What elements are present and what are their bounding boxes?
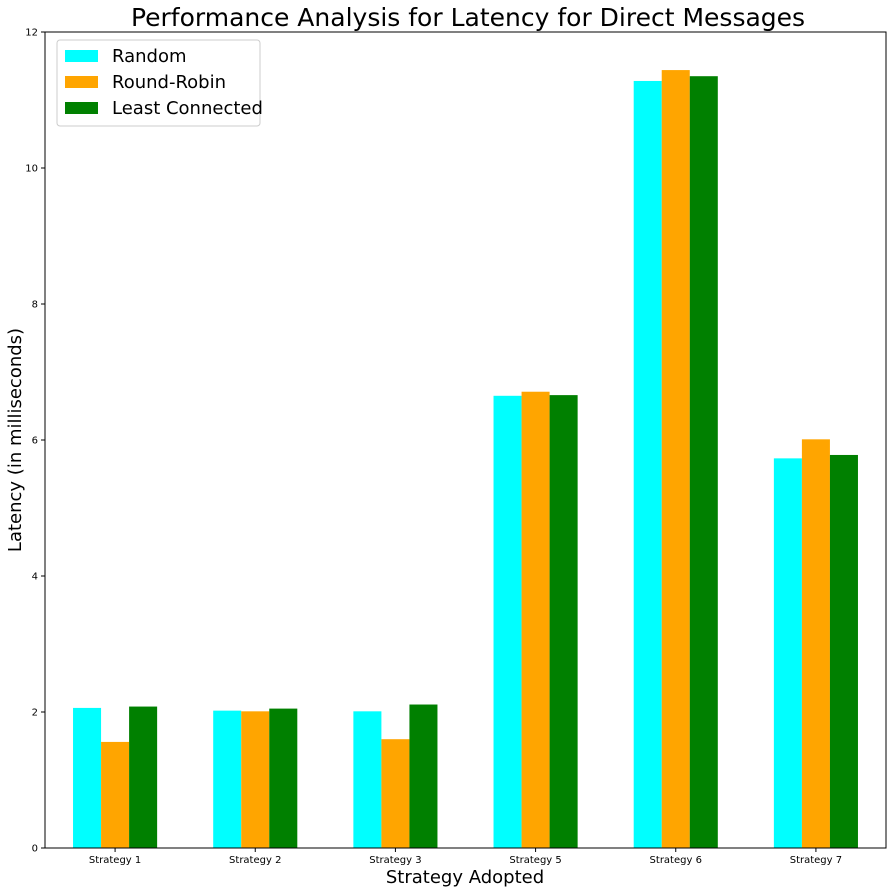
y-tick-label: 8 xyxy=(32,300,38,311)
legend: Random Round-Robin Least Connected xyxy=(56,39,263,127)
y-tick-label: 0 xyxy=(32,844,38,855)
bar-random-4 xyxy=(493,395,522,848)
bar-least-connected-5 xyxy=(689,76,718,848)
y-axis-title: Latency (in milliseconds) xyxy=(5,328,26,552)
y-tick-label: 12 xyxy=(25,28,38,39)
chart-title: Performance Analysis for Latency for Dir… xyxy=(131,3,805,32)
bar-round-robin-4 xyxy=(521,391,550,848)
bar-round-robin-1 xyxy=(101,741,130,848)
plot-area: 0 2 4 6 8 10 12 Strategy 1 Strategy 2 Strategy 3 S… xyxy=(25,28,887,866)
bar-round-robin-5 xyxy=(661,70,690,848)
y-tick-label: 6 xyxy=(32,436,38,447)
bar-round-robin-3 xyxy=(381,739,410,848)
bar-round-robin-2 xyxy=(241,711,270,848)
bar-random-3 xyxy=(353,711,382,848)
bar-least-connected-3 xyxy=(409,704,438,848)
bar-random-6 xyxy=(773,458,802,848)
x-axis-title: Strategy Adopted xyxy=(386,867,544,888)
y-tick-label: 2 xyxy=(32,708,38,719)
legend-box xyxy=(56,39,261,127)
axes-frame xyxy=(44,31,887,849)
x-tick-label: Strategy 6 xyxy=(650,855,702,866)
y-tick-label: 4 xyxy=(32,572,38,583)
bar-random-1 xyxy=(73,707,102,848)
x-tick-label: Strategy 7 xyxy=(790,855,842,866)
bar-least-connected-4 xyxy=(549,395,578,848)
bar-round-robin-6 xyxy=(801,439,830,848)
bar-least-connected-2 xyxy=(269,708,298,848)
bar-random-2 xyxy=(213,710,242,848)
legend-label-round-robin: Round-Robin xyxy=(112,72,226,93)
bar-least-connected-1 xyxy=(129,706,158,848)
legend-swatch-least-connected xyxy=(65,102,98,114)
x-tick-label: Strategy 1 xyxy=(89,855,141,866)
y-tick-label: 10 xyxy=(25,164,38,175)
legend-label-least-connected: Least Connected xyxy=(112,98,263,119)
legend-label-random: Random xyxy=(112,46,187,67)
x-tick-label: Strategy 5 xyxy=(509,855,561,866)
bar-random-5 xyxy=(633,80,662,848)
x-tick-label: Strategy 3 xyxy=(369,855,421,866)
bar-least-connected-6 xyxy=(829,454,858,848)
legend-swatch-round-robin xyxy=(65,76,98,88)
x-tick-label: Strategy 2 xyxy=(229,855,281,866)
legend-swatch-random xyxy=(65,50,98,62)
